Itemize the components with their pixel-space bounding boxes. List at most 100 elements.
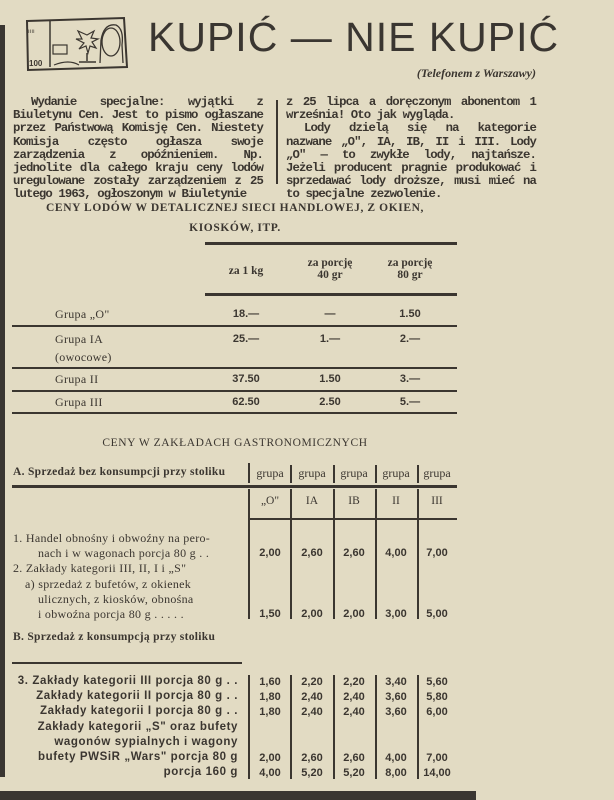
row-rule [12,390,457,392]
svg-text:100: 100 [29,59,43,68]
column-line [248,675,250,779]
price-cell: 2,20 [301,676,323,688]
group-header: grupa [256,466,284,480]
row-rule [12,412,457,414]
price-cell: 4,00 [259,767,281,780]
price-cell: 2,40 [343,691,365,704]
section-rule [12,662,242,664]
column-divider [276,100,278,184]
table-rule [248,518,457,520]
price-cell: 1,50 [259,608,281,620]
column-line [290,489,292,619]
column-header: za porcję [387,257,433,269]
column-header: za 1 kg [228,265,264,277]
group-header: grupa [340,466,368,480]
price-cell: 2.50 [319,396,341,408]
column-line [375,489,377,619]
price-cell: 8,00 [385,767,407,780]
row-label: Zakłady kategorii II porcja 80 g . . [36,690,238,703]
section-a-label: A. Sprzedaż bez konsumpcji przy stoliku [13,466,226,478]
price-cell: 4,00 [385,752,407,764]
price-cell: 5,00 [426,608,448,620]
row-label: wagonów sypialnych i wagony [54,735,238,748]
price-cell: 1.50 [399,308,421,320]
price-cell: 3,60 [385,691,407,704]
price-cell: 2,40 [301,691,323,704]
column-header: za porcję [307,257,353,269]
column-line [248,463,250,483]
price-cell: 5,60 [426,676,448,688]
column-line [417,675,419,779]
row-rule [12,367,457,369]
price-cell: 14,00 [423,767,451,780]
price-cell: 62.50 [232,396,260,408]
column-line [417,489,419,619]
column-line [375,675,377,779]
row-label: Grupa IA [55,332,104,346]
row-label: Zakłady kategorii „S" oraz bufety [37,720,238,733]
price-cell: 18.— [232,308,260,320]
price-cell: 3,40 [385,676,407,688]
retail-heading: CENY LODÓW W DETALICZNEJ SIECI HANDLOWEJ… [46,202,424,214]
group-name: II [392,495,400,507]
price-cell: 2,40 [301,706,323,719]
price-cell: — [324,308,336,320]
price-cell: 6,00 [426,706,448,719]
price-cell: 2,00 [259,547,281,560]
subtitle: (Telefonem z Warszawy) [416,66,536,80]
price-cell: 2,60 [343,547,365,560]
row-label: a) sprzedaż z bufetów, z okienek [25,576,192,591]
column-line [333,465,335,483]
price-cell: 5.— [399,396,421,408]
group-header: grupa [382,466,410,480]
price-cell: 2,00 [301,608,323,620]
row-label: Grupa II [55,372,99,386]
row-label: ulicznych, z kiosków, obnośna [38,591,194,606]
banknote-logo-icon: ıııı 100 [25,16,129,72]
group-header: grupa [298,466,326,480]
price-cell: 1.50 [319,373,341,385]
price-cell: 2,40 [343,706,365,719]
price-cell: 2,00 [259,752,281,764]
table-rule [12,485,457,488]
column-header: 40 gr [317,269,343,281]
column-line [417,465,419,483]
page-margin-bar [0,25,5,777]
column-line [333,675,335,779]
group-name: IA [305,495,319,507]
group-name: III [431,495,443,507]
column-header: 80 gr [397,269,423,281]
price-cell: 2,60 [301,752,323,764]
row-label: porcja 160 g [163,766,238,779]
price-cell: 1,60 [259,676,281,688]
price-cell: 1,80 [259,691,281,704]
price-cell: 2.— [399,333,421,345]
price-cell: 1.— [319,333,341,345]
row-label: (owocowe) [55,350,112,364]
svg-text:ıııı: ıııı [28,29,35,35]
price-cell: 2,60 [301,547,323,560]
price-cell: 2,00 [343,608,365,620]
article-paragraph: Lody dzielą się na kategorie nazwane „O"… [286,121,537,202]
row-label: Grupa III [55,395,103,409]
price-cell: 3,60 [385,706,407,719]
price-cell: 4,00 [385,547,407,560]
price-cell: 2,20 [343,676,365,688]
row-label: 3. Zakłady kategorii III porcja 80 g . . [17,675,238,687]
price-cell: 2,60 [343,752,365,764]
column-line [290,465,292,483]
column-line [290,675,292,779]
price-cell: 25.— [232,333,260,345]
row-rule [12,325,457,327]
lead-bold: Wydanie specjalne: [31,95,165,109]
row-label: nach i w wagonach porcja 80 g . . [38,546,210,561]
article-paragraph: z 25 lipca a doręczonym abonentom 1 wrze… [286,95,537,123]
gastro-heading: CENY W ZAKŁADACH GASTRONOMICZNYCH [102,437,368,449]
row-label: 1. Handel obnośny i obwoźny na pero- [13,531,211,545]
group-name: IB [348,495,360,507]
price-cell: 3.— [399,373,421,385]
row-label: bufety PWSiR „Wars" porcja 80 g [38,751,238,763]
bottom-bar [0,791,476,800]
row-label: Grupa „O" [55,307,110,321]
retail-heading: KIOSKÓW, ITP. [189,222,281,234]
